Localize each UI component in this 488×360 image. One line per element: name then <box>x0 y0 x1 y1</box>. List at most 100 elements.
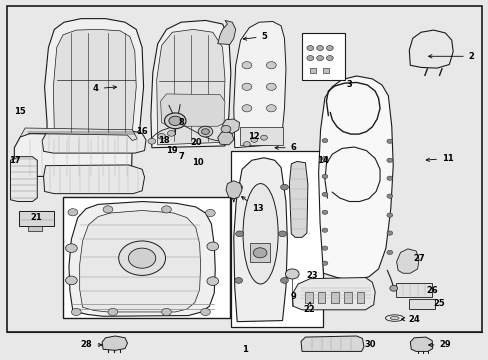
Bar <box>356 292 364 303</box>
Circle shape <box>167 131 175 136</box>
Text: 2: 2 <box>428 52 474 61</box>
Polygon shape <box>160 94 224 126</box>
Text: 29: 29 <box>428 341 450 350</box>
Text: 7: 7 <box>178 152 183 161</box>
Polygon shape <box>233 158 287 321</box>
Polygon shape <box>292 278 374 310</box>
Text: 8: 8 <box>178 118 183 127</box>
Circle shape <box>322 246 327 250</box>
Ellipse shape <box>385 315 403 321</box>
Circle shape <box>242 62 251 69</box>
Circle shape <box>322 210 327 215</box>
Circle shape <box>128 248 156 268</box>
Polygon shape <box>20 128 137 140</box>
Bar <box>230 151 323 327</box>
Circle shape <box>148 138 156 144</box>
Text: 13: 13 <box>241 197 263 213</box>
Circle shape <box>250 137 257 142</box>
Circle shape <box>280 278 288 283</box>
Circle shape <box>200 309 210 316</box>
Circle shape <box>316 45 323 50</box>
Circle shape <box>322 192 327 197</box>
Polygon shape <box>44 19 143 137</box>
Circle shape <box>322 174 327 179</box>
Polygon shape <box>151 21 230 148</box>
Bar <box>63 197 229 318</box>
Text: 21: 21 <box>30 213 41 222</box>
Circle shape <box>326 45 332 50</box>
Text: 11: 11 <box>426 154 453 163</box>
Circle shape <box>119 241 165 275</box>
Circle shape <box>386 176 392 180</box>
Circle shape <box>235 231 243 237</box>
Text: 27: 27 <box>412 255 424 264</box>
Circle shape <box>243 141 250 147</box>
Circle shape <box>326 55 332 60</box>
Circle shape <box>206 277 218 285</box>
Circle shape <box>322 261 327 265</box>
Polygon shape <box>233 22 285 148</box>
Text: 19: 19 <box>165 146 177 155</box>
Bar <box>330 292 338 303</box>
Text: 4: 4 <box>93 84 116 93</box>
Polygon shape <box>225 181 242 199</box>
Text: 22: 22 <box>303 302 314 314</box>
Polygon shape <box>14 134 132 176</box>
Text: 6: 6 <box>274 143 296 152</box>
Text: 14: 14 <box>316 156 328 165</box>
Polygon shape <box>217 131 233 145</box>
Bar <box>239 127 282 145</box>
Circle shape <box>221 126 230 133</box>
Circle shape <box>242 83 251 90</box>
Circle shape <box>161 206 171 213</box>
Text: 26: 26 <box>426 286 437 295</box>
Circle shape <box>285 269 299 279</box>
Text: 3: 3 <box>346 81 351 90</box>
Bar <box>250 243 269 262</box>
Circle shape <box>161 309 171 316</box>
Circle shape <box>260 135 267 140</box>
Text: 30: 30 <box>364 341 375 350</box>
Bar <box>395 283 431 297</box>
Text: 25: 25 <box>433 299 445 308</box>
Text: 12: 12 <box>248 132 260 141</box>
Polygon shape <box>409 337 432 351</box>
Circle shape <box>386 231 392 235</box>
Text: 18: 18 <box>158 136 169 145</box>
Circle shape <box>386 213 392 217</box>
Circle shape <box>158 134 165 139</box>
Circle shape <box>164 113 185 129</box>
Polygon shape <box>396 249 418 273</box>
Text: 16: 16 <box>136 127 148 136</box>
Circle shape <box>316 55 323 60</box>
Text: 24: 24 <box>401 315 419 324</box>
Text: 15: 15 <box>14 107 26 116</box>
Bar <box>27 226 42 231</box>
Circle shape <box>168 116 181 126</box>
Bar <box>302 33 344 80</box>
Circle shape <box>234 184 242 190</box>
Polygon shape <box>157 30 224 145</box>
Text: 28: 28 <box>81 341 102 350</box>
Ellipse shape <box>389 316 398 320</box>
Circle shape <box>242 105 251 112</box>
Circle shape <box>389 285 397 291</box>
Circle shape <box>386 139 392 143</box>
Circle shape <box>280 184 288 190</box>
Text: 10: 10 <box>192 158 203 167</box>
Polygon shape <box>318 76 392 280</box>
Circle shape <box>65 244 77 252</box>
Text: 23: 23 <box>305 270 317 279</box>
Bar <box>317 292 325 303</box>
Circle shape <box>201 129 209 134</box>
Circle shape <box>68 209 78 216</box>
Circle shape <box>386 250 392 255</box>
Circle shape <box>306 55 313 60</box>
Polygon shape <box>222 119 239 134</box>
Bar <box>305 292 312 303</box>
Bar <box>309 68 315 73</box>
Polygon shape <box>43 165 144 194</box>
Circle shape <box>322 156 327 161</box>
Circle shape <box>108 309 118 316</box>
Circle shape <box>266 62 276 69</box>
